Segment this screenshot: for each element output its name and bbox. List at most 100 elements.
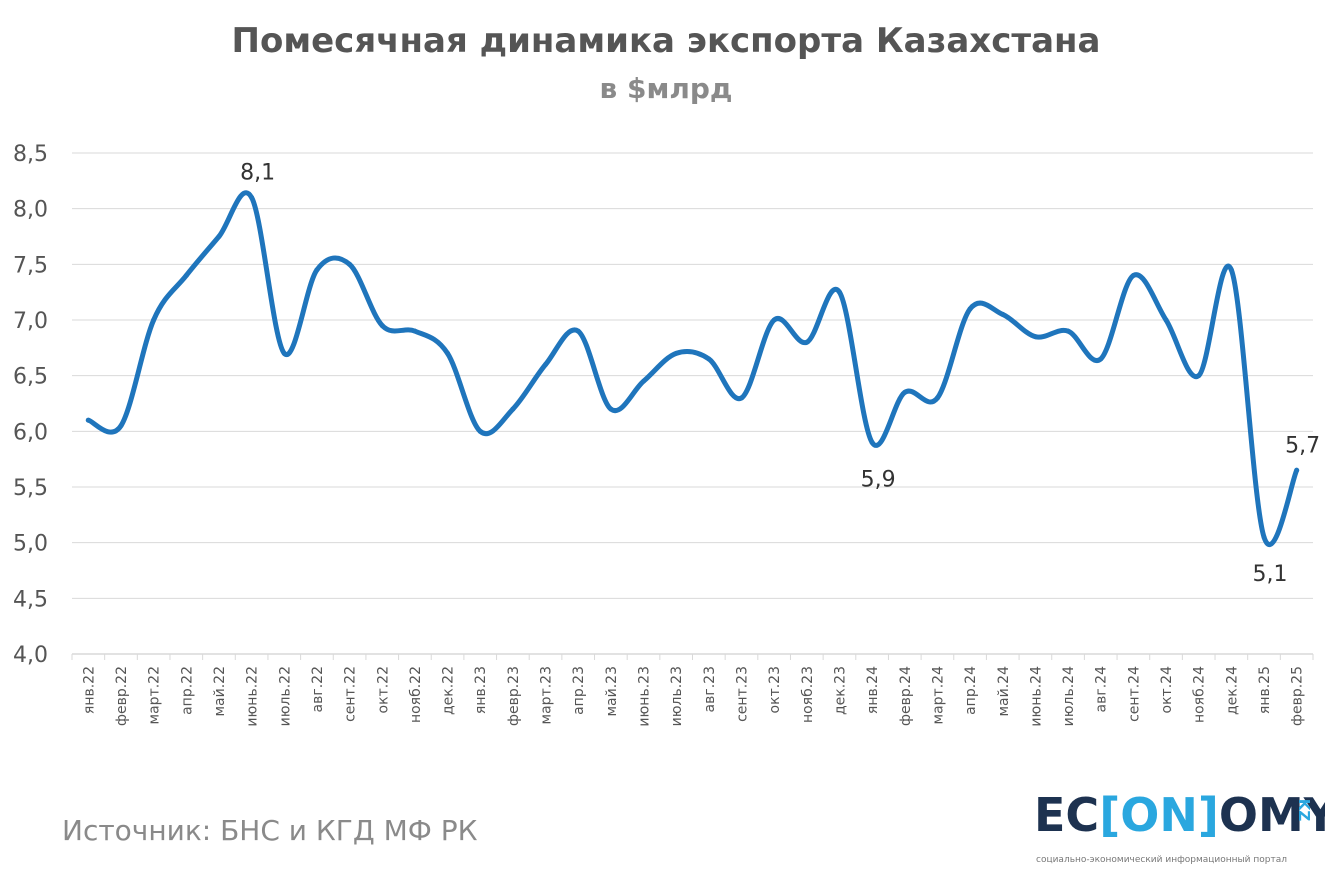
data-point [1098,356,1104,362]
logo-kz: KZ [1295,799,1313,822]
data-point [1000,311,1006,317]
data-point [706,356,712,362]
x-tick-label: окт.22 [375,666,391,713]
x-tick-label: апр.22 [179,666,195,715]
economy-logo: EC[ON]OMY KZ социально-экономический инф… [1034,788,1325,865]
data-labels: 8,1 5,9 5,1 5,7 [240,161,1320,588]
data-point [1196,373,1202,379]
data-point [836,289,842,295]
y-tick-label: 6,5 [13,365,48,390]
x-tick-label: авг.22 [310,666,326,712]
logo-part-1: EC [1034,788,1099,842]
grid [72,152,1313,655]
y-axis-ticks: 4,0 4,5 5,0 5,5 6,0 6,5 7,0 7,5 8,0 8,5 [13,142,48,668]
x-tick-label: сент.24 [1126,666,1142,722]
x-tick-label: июнь.24 [1028,666,1044,727]
x-tick-label: янв.23 [473,666,489,714]
y-tick-label: 8,5 [13,142,48,167]
data-point [412,328,418,334]
x-tick-label: июль.22 [277,666,293,726]
x-tick-label: февр.23 [506,666,522,726]
data-point [314,267,320,273]
data-point [151,317,157,323]
x-tick-label: март.22 [147,666,163,724]
x-tick-label: нояб.22 [408,666,424,723]
chart-subtitle: в $млрд [600,72,733,105]
x-tick-label: окт.23 [767,666,783,713]
logo-tagline: социально-экономический информационный п… [1036,855,1287,865]
y-tick-label: 7,5 [13,253,48,278]
data-point [1228,267,1234,273]
data-point [510,406,516,412]
x-tick-label: дек.24 [1224,666,1240,715]
series-line [85,190,1300,548]
x-tick-label: май.24 [996,666,1012,717]
chart-title: Помесячная динамика экспорта Казахстана [232,21,1101,61]
data-point [934,395,940,401]
data-point [608,406,614,412]
x-tick-label: дек.23 [832,666,848,715]
data-point [869,439,875,445]
data-label: 8,1 [240,161,275,186]
data-point [445,350,451,356]
x-axis-ticks: янв.22 февр.22 март.22 апр.22 май.22 июнь.22 и… [71,654,1314,727]
data-point [804,339,810,345]
data-point [1163,317,1169,323]
x-tick-label: февр.25 [1290,666,1306,726]
x-tick-label: май.23 [604,666,620,717]
x-tick-label: март.23 [539,666,555,724]
y-tick-label: 4,5 [13,587,48,612]
data-point [902,389,908,395]
y-tick-label: 4,0 [13,643,48,668]
data-point [1032,334,1038,340]
data-point [118,423,124,429]
data-point [1294,467,1300,473]
x-tick-label: сент.23 [734,666,750,722]
data-point [673,350,679,356]
data-point [249,195,255,201]
logo-bracket-close: ] [1198,788,1219,842]
x-tick-label: нояб.24 [1192,666,1208,723]
data-point [216,234,222,239]
logo-middle: ON [1120,788,1198,842]
data-point [281,350,287,356]
source-note: Источник: БНС и КГД МФ РК [62,814,478,847]
data-point [771,317,777,323]
x-tick-label: сент.22 [343,666,359,722]
x-tick-label: апр.24 [963,666,979,715]
x-tick-label: янв.22 [81,666,97,714]
data-point [183,272,189,278]
export-series-line [85,190,1300,548]
x-tick-label: авг.23 [702,666,718,712]
x-tick-label: янв.24 [865,666,881,714]
data-label: 5,1 [1253,562,1288,587]
x-tick-label: апр.23 [571,666,587,715]
logo-part-2: OMY [1219,788,1325,842]
data-point [85,417,91,423]
data-label: 5,7 [1285,433,1320,458]
data-point [1261,534,1267,540]
x-tick-label: июнь.22 [245,666,261,727]
data-point [738,395,744,401]
x-tick-label: июль.23 [669,666,685,726]
data-point [575,328,581,334]
x-tick-label: июль.24 [1061,666,1077,726]
svg-text:EC[ON]OMY: EC[ON]OMY [1034,788,1325,842]
data-point [1065,328,1071,334]
x-tick-label: авг.24 [1094,666,1110,713]
data-point [379,323,385,329]
y-tick-label: 6,0 [13,420,48,445]
x-tick-label: июнь.23 [637,666,653,727]
x-tick-label: февр.22 [114,666,130,726]
x-tick-label: дек.22 [441,666,457,715]
data-point [347,261,353,267]
x-tick-label: май.22 [212,666,228,717]
y-tick-label: 7,0 [13,309,48,334]
data-label: 5,9 [861,467,896,492]
data-point [641,378,647,384]
y-tick-label: 8,0 [13,198,48,223]
data-point [477,428,483,434]
x-tick-label: окт.24 [1159,666,1175,714]
x-tick-label: янв.25 [1257,666,1273,714]
